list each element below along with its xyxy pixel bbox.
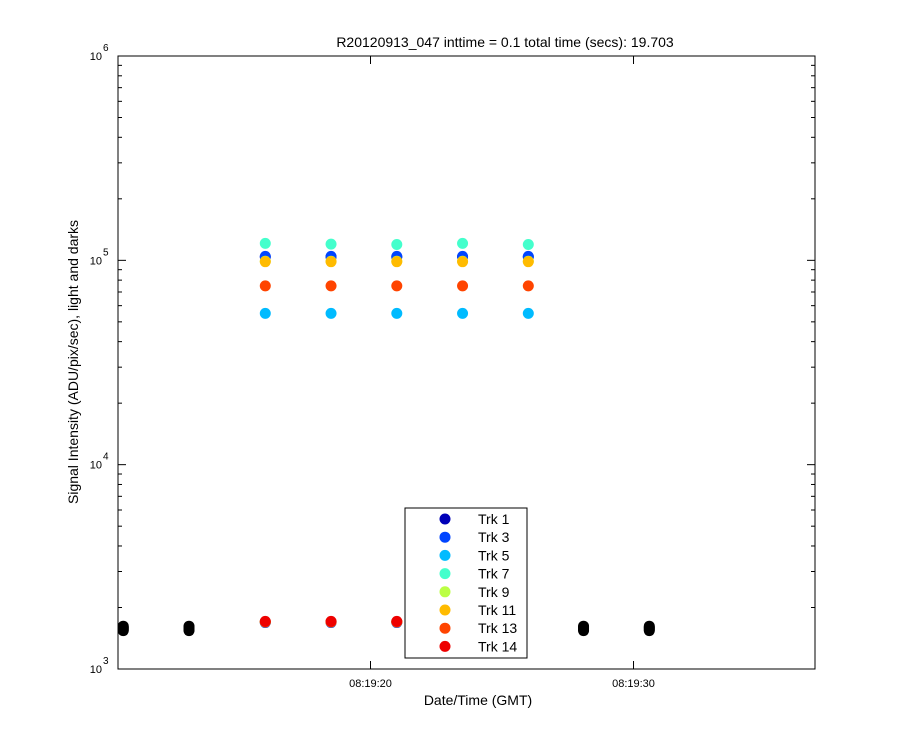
- legend-label: Trk 13: [478, 620, 517, 636]
- legend-label: Trk 1: [478, 511, 510, 527]
- point-trk-7-light: [457, 237, 469, 249]
- point-trk-5-light: [457, 307, 469, 319]
- y-tick-label-exp: 5: [103, 247, 109, 258]
- plot-frame: [117, 55, 816, 670]
- x-axis-label: Date/Time (GMT): [424, 692, 532, 708]
- y-tick-label-base: 10: [90, 664, 102, 676]
- plot-points: [117, 237, 655, 637]
- legend-marker: [439, 549, 451, 561]
- point-trk-11-light: [457, 256, 469, 268]
- legend-box: [404, 507, 528, 659]
- legend-label: Trk 5: [478, 547, 510, 563]
- point-trk-14-dark: [325, 615, 337, 627]
- y-tick-label-exp: 4: [103, 452, 109, 463]
- point-trk-11-light: [325, 256, 337, 268]
- point-trk-5-light: [325, 307, 337, 319]
- legend-label: Trk 3: [478, 529, 510, 545]
- point-trk-13-light: [259, 280, 271, 292]
- y-tick-label-base: 10: [90, 460, 102, 472]
- point-dark-frame: [117, 620, 129, 632]
- legend-marker: [439, 622, 451, 634]
- legend-label: Trk 14: [478, 638, 517, 654]
- legend: Trk 1 Trk 3 Trk 5 Trk 7 Trk 9 Trk 11 Trk 13 Trk…: [404, 507, 528, 659]
- point-dark-frame: [183, 620, 195, 632]
- legend-marker: [439, 586, 451, 598]
- point-trk-7-light: [259, 237, 271, 249]
- point-trk-7-light: [325, 238, 337, 250]
- y-tick-label-base: 10: [90, 51, 102, 63]
- x-tick-label: 08:19:30: [612, 678, 655, 690]
- x-tick-label: 08:19:20: [349, 678, 392, 690]
- y-tick-label-exp: 6: [103, 43, 109, 54]
- point-dark-frame: [578, 620, 590, 632]
- point-trk-11-light: [259, 256, 271, 268]
- legend-marker: [439, 604, 451, 616]
- point-trk-13-light: [457, 280, 469, 292]
- point-dark-frame: [643, 620, 655, 632]
- point-trk-11-light: [391, 256, 403, 268]
- legend-marker: [439, 568, 451, 580]
- point-trk-13-light: [522, 280, 534, 292]
- legend-marker: [439, 640, 451, 652]
- point-trk-14-dark: [259, 615, 271, 627]
- point-trk-5-light: [259, 307, 271, 319]
- point-trk-5-light: [522, 307, 534, 319]
- chart-title: R20120913_047 inttime = 0.1 total time (…: [336, 34, 674, 50]
- point-trk-14-dark: [391, 615, 403, 627]
- point-trk-13-light: [391, 280, 403, 292]
- point-trk-11-light: [522, 256, 534, 268]
- legend-marker: [439, 531, 451, 543]
- point-trk-5-light: [391, 307, 403, 319]
- legend-label: Trk 7: [478, 566, 510, 582]
- point-trk-7-light: [522, 239, 534, 251]
- y-tick-label-base: 10: [90, 255, 102, 267]
- legend-label: Trk 11: [478, 602, 516, 618]
- legend-marker: [439, 513, 451, 525]
- y-axis-label: Signal Intensity (ADU/pix/sec), light an…: [65, 220, 81, 504]
- point-trk-13-light: [325, 280, 337, 292]
- legend-label: Trk 9: [478, 584, 510, 600]
- point-trk-7-light: [391, 239, 403, 251]
- y-tick-label-exp: 3: [103, 656, 109, 667]
